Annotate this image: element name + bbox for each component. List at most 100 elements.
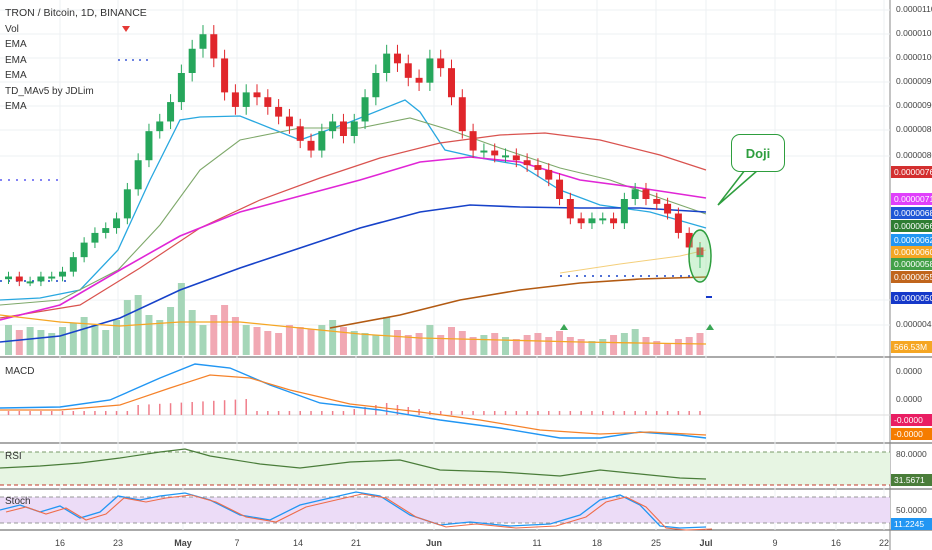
ma-brown <box>329 276 707 329</box>
volume-bar <box>37 330 45 355</box>
time-tick-label: 22 <box>878 538 890 548</box>
volume-bar <box>393 330 401 355</box>
volume-bar <box>534 333 542 355</box>
candle-body <box>480 150 488 153</box>
volume-bar <box>177 283 185 355</box>
candle-body <box>415 77 423 83</box>
volume-bar <box>491 333 499 355</box>
sub-tick-label: 50.0000 <box>896 505 927 515</box>
candle-body <box>91 232 99 243</box>
candle-body <box>631 189 639 199</box>
time-tick-label: 25 <box>650 538 662 548</box>
volume-bar <box>242 325 250 355</box>
candle-body <box>123 189 131 219</box>
sub-value-tag: 31.5671 <box>891 474 932 486</box>
rsi-band <box>0 452 890 485</box>
candle-body <box>156 121 164 132</box>
up-arrow-marker <box>560 324 568 330</box>
candle-body <box>296 126 304 141</box>
candle-body <box>599 218 607 221</box>
price-tag: 0.00000663 <box>891 220 932 232</box>
rsi-line <box>0 448 707 480</box>
volume-bar <box>221 305 229 355</box>
volume-bar <box>577 339 585 355</box>
candle-body <box>199 34 207 49</box>
candle-body <box>393 53 401 64</box>
volume-bar <box>123 300 131 355</box>
legend-item[interactable]: EMA <box>5 101 27 112</box>
time-tick-label: 23 <box>112 538 124 548</box>
candles <box>5 25 704 287</box>
candle-body <box>102 228 110 233</box>
volume-bar <box>480 335 488 355</box>
volume-bar <box>339 327 347 355</box>
price-tag: 0.00000508 <box>891 292 932 304</box>
sub-value-tag: -0.0000 <box>891 428 932 440</box>
candle-body <box>458 97 466 132</box>
candle-body <box>177 73 185 103</box>
time-tick-label: 18 <box>591 538 603 548</box>
volume-bar <box>80 317 88 355</box>
candle-body <box>113 218 121 229</box>
candle-body <box>307 140 315 151</box>
time-tick-label: 21 <box>350 538 362 548</box>
price-tag: 0.00000713 <box>891 193 932 205</box>
stoch-band <box>0 497 890 523</box>
volume-bar <box>599 339 607 355</box>
volume-bar <box>458 331 466 355</box>
candle-body <box>275 106 283 117</box>
legend-item[interactable]: Vol <box>5 23 19 35</box>
candle-body <box>674 213 682 233</box>
legend-item[interactable]: EMA <box>5 39 27 50</box>
time-tick-label: 9 <box>772 538 778 548</box>
candle-body <box>426 58 434 83</box>
doji-callout: Doji <box>731 134 785 172</box>
candle-body <box>350 121 358 136</box>
candle-body <box>15 276 23 282</box>
ema-red <box>0 132 707 319</box>
time-tick-label: 11 <box>532 538 542 548</box>
legend-title: TRON / Bitcoin, 1D, BINANCE <box>5 7 147 19</box>
volume-bar <box>264 331 272 355</box>
candle-body <box>69 257 77 272</box>
candle-body <box>26 281 34 284</box>
volume-bar <box>102 330 110 355</box>
volume-bar <box>275 333 283 355</box>
macd-line <box>0 363 707 439</box>
volume-bar <box>26 327 34 355</box>
volume-ma <box>0 314 707 345</box>
candle-body <box>242 92 250 107</box>
price-tag: 0.00000551 <box>891 271 932 283</box>
candle-body <box>372 73 380 98</box>
candle-body <box>188 48 196 73</box>
volume-bar <box>653 341 661 355</box>
stoch-k-line <box>0 491 707 529</box>
price-tick-label: 0.00000450 <box>896 319 932 329</box>
candle-body <box>59 271 67 277</box>
candle-body <box>221 58 229 93</box>
price-tag: 0.00000683 <box>891 207 932 219</box>
volume-bar <box>664 343 672 355</box>
candle-body <box>37 276 45 282</box>
volume-bar <box>307 329 315 355</box>
volume-bar <box>588 341 596 355</box>
ema-magenta <box>0 156 707 321</box>
candle-body <box>491 150 499 156</box>
sub-tick-label: 80.0000 <box>896 449 927 459</box>
candle-body <box>167 102 175 122</box>
doji-body <box>696 255 704 257</box>
candle-body <box>383 53 391 73</box>
candle-body <box>437 58 445 69</box>
price-tick-label: 0.00000900 <box>896 100 932 110</box>
candle-body <box>285 116 293 127</box>
legend-item[interactable]: EMA <box>5 70 27 81</box>
candle-body <box>145 131 153 161</box>
legend-item[interactable]: TD_MAv5 by JDLim <box>5 85 94 97</box>
time-tick-label: Jun <box>425 538 443 548</box>
legend-item[interactable]: EMA <box>5 54 27 66</box>
volume-bar <box>556 331 564 355</box>
volume-bar <box>642 337 650 355</box>
time-tick-label: May <box>174 538 192 548</box>
time-tick-label: 16 <box>54 538 66 548</box>
